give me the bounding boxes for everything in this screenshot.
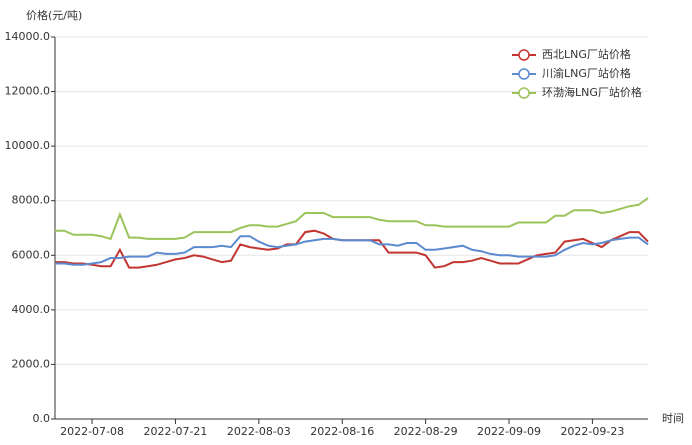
- y-tick-label: 10000.0: [5, 139, 51, 152]
- series-line: [55, 197, 649, 241]
- y-tick-label: 14000.0: [5, 30, 51, 43]
- x-tick-label: 2022-08-29: [394, 425, 458, 438]
- x-tick-label: 2022-09-09: [477, 425, 541, 438]
- legend-marker: [518, 87, 530, 99]
- x-tick-label: 2022-08-16: [310, 425, 374, 438]
- legend-marker: [518, 68, 530, 80]
- legend-label: 川渝LNG厂站价格: [542, 66, 631, 80]
- series-line: [55, 229, 649, 269]
- x-axis-title: 时间: [662, 412, 684, 425]
- x-tick-label: 2022-07-08: [60, 425, 124, 438]
- y-tick-label: 12000.0: [5, 85, 51, 98]
- series-line: [55, 235, 649, 266]
- y-tick-label: 8000.0: [12, 194, 51, 207]
- x-tick-label: 2022-09-23: [560, 425, 624, 438]
- y-axis-title: 价格(元/吨): [26, 8, 82, 22]
- y-tick-label: 4000.0: [12, 303, 51, 316]
- legend-marker: [518, 49, 530, 61]
- y-tick-label: 0.0: [33, 412, 51, 425]
- legend-label: 环渤海LNG厂站价格: [542, 85, 642, 99]
- y-tick-label: 6000.0: [12, 248, 51, 261]
- legend-label: 西北LNG厂站价格: [542, 47, 631, 61]
- x-tick-label: 2022-08-03: [227, 425, 291, 438]
- x-tick-label: 2022-07-21: [143, 425, 207, 438]
- y-tick-label: 2000.0: [12, 357, 51, 370]
